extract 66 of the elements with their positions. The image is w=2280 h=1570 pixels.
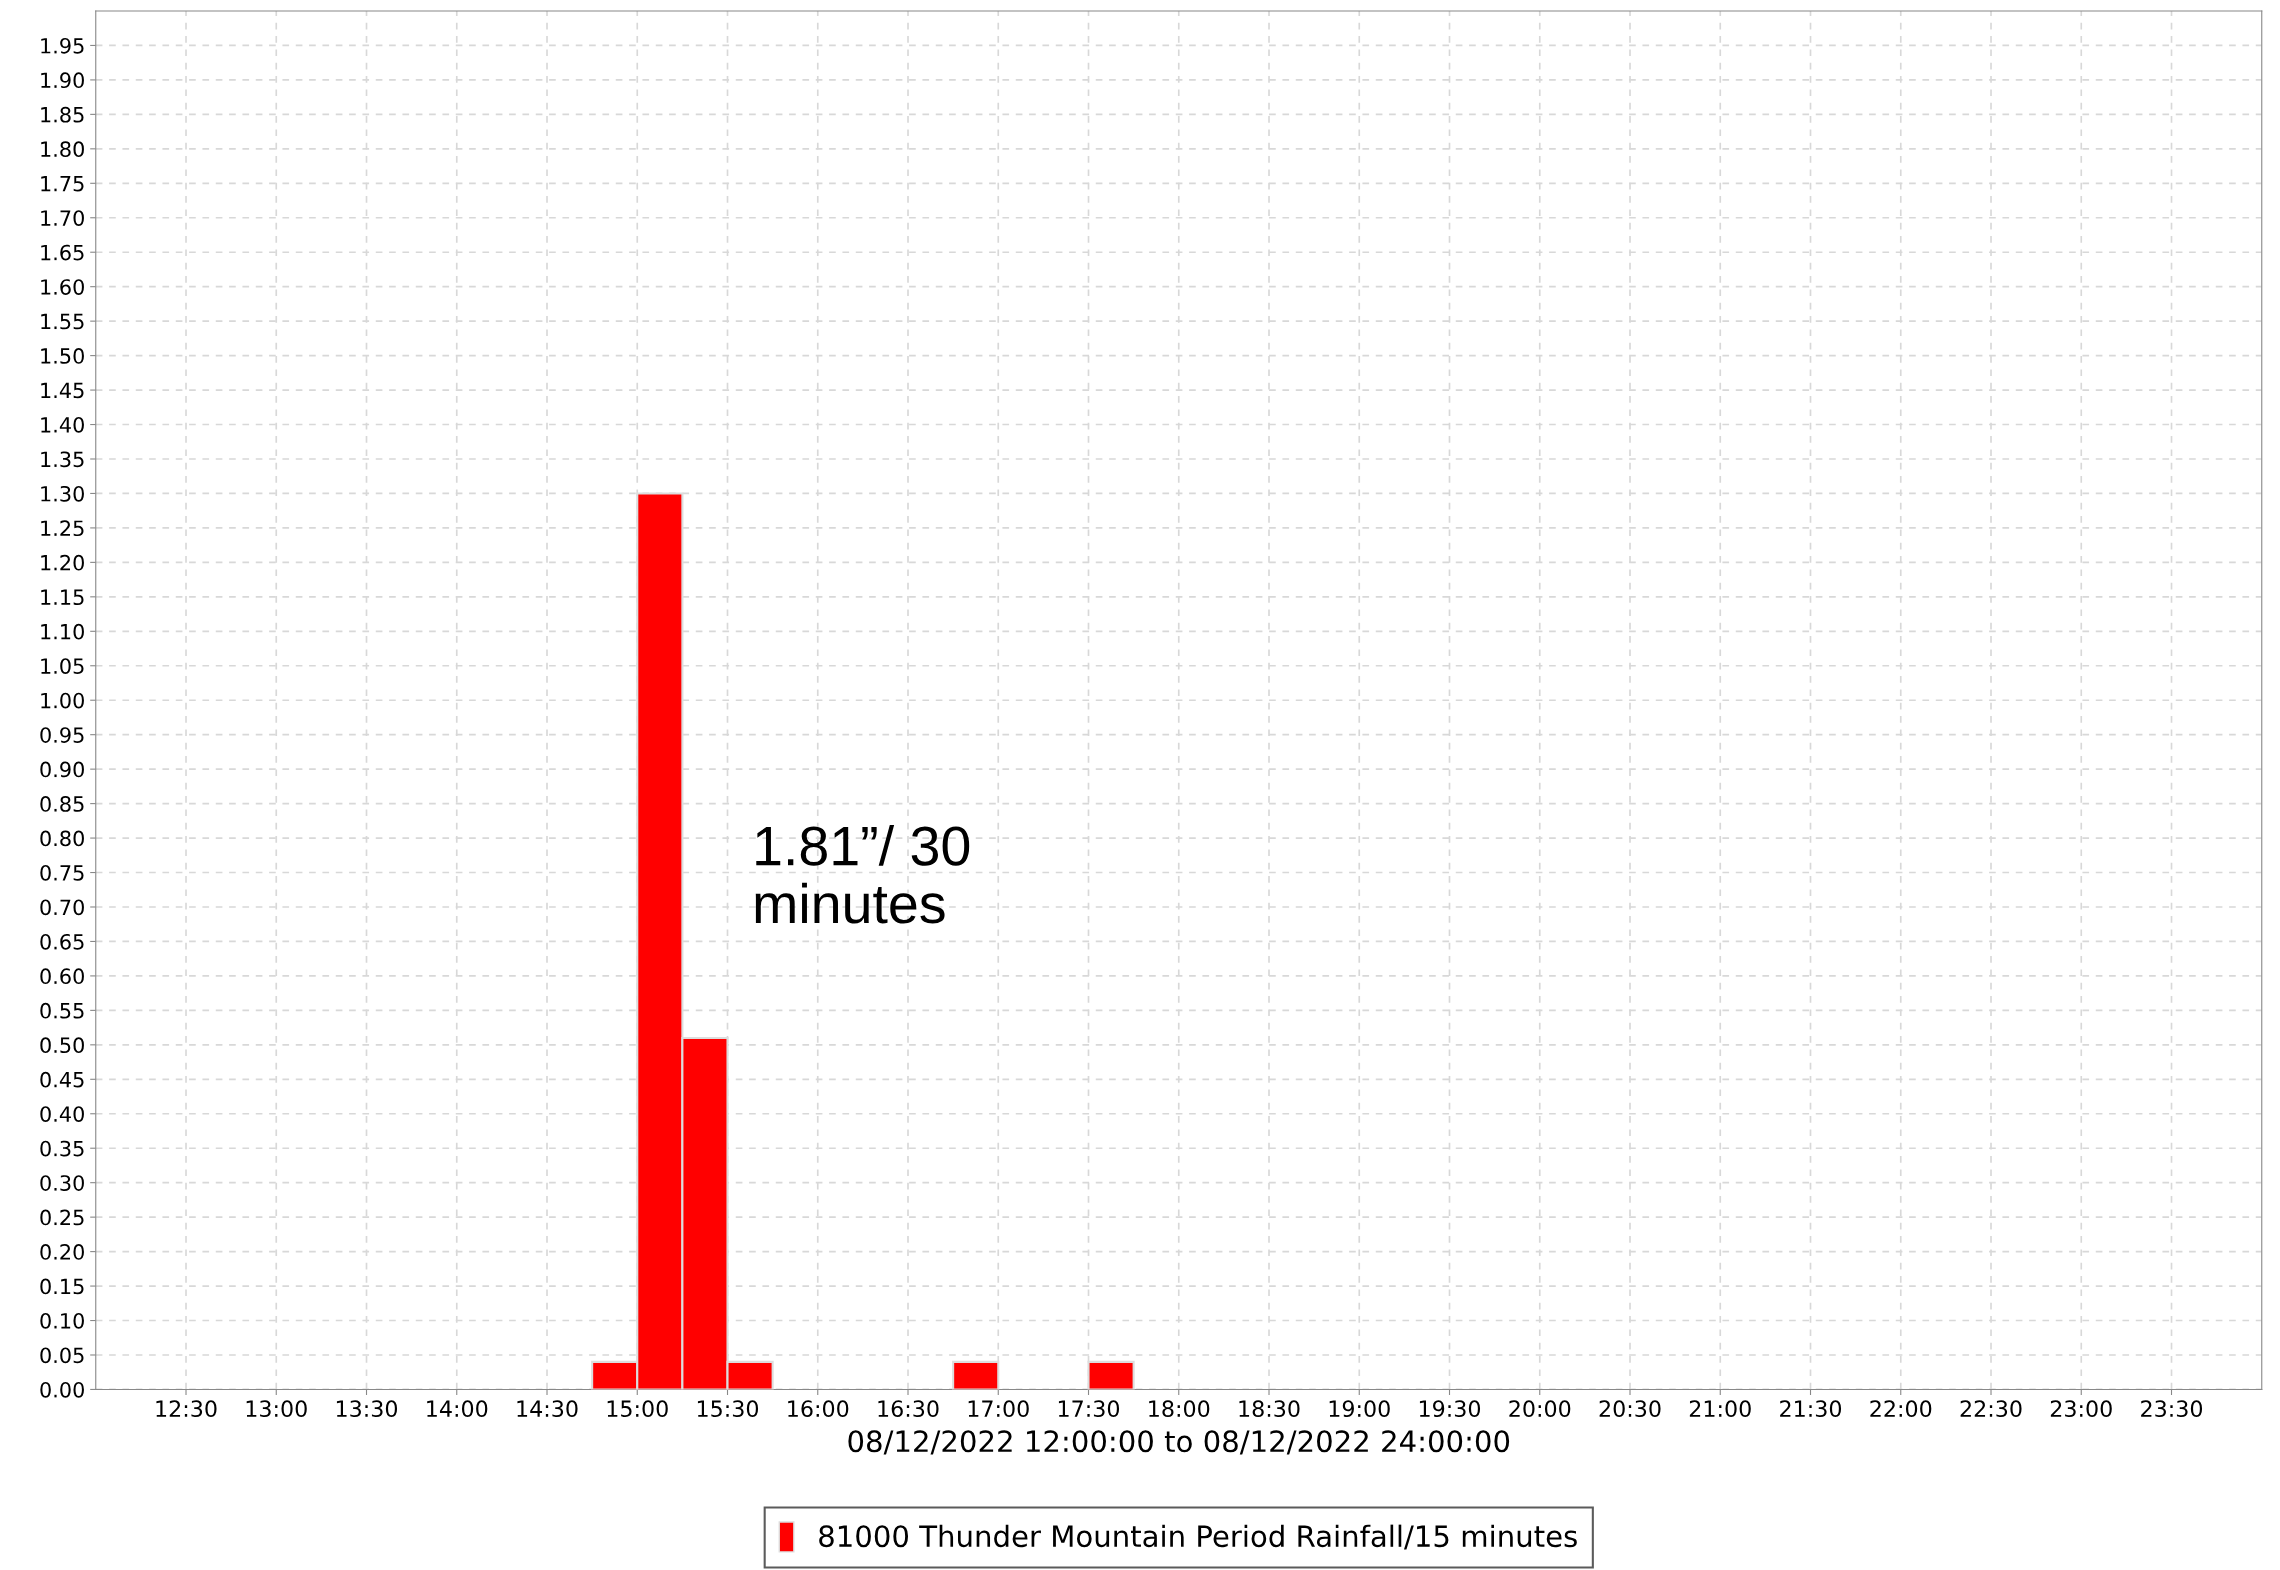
y-tick-label: 0.65 bbox=[40, 933, 84, 950]
x-tick-label: 20:30 bbox=[1599, 1400, 1661, 1418]
y-tick-label: 1.65 bbox=[41, 244, 84, 261]
y-tick-label: 0.10 bbox=[40, 1312, 84, 1329]
y-tick-label: 1.10 bbox=[41, 623, 84, 640]
y-tick-label: 0.20 bbox=[40, 1244, 84, 1260]
y-tick-label: 1.50 bbox=[41, 348, 84, 364]
y-tick-label: 1.75 bbox=[41, 176, 84, 192]
y-tick-label: 1.15 bbox=[41, 589, 84, 606]
y-tick-label: 0.50 bbox=[40, 1037, 84, 1054]
x-tick-label: 15:30 bbox=[697, 1400, 759, 1418]
y-tick-label: 0.70 bbox=[40, 899, 84, 916]
x-tick-label: 19:00 bbox=[1329, 1400, 1390, 1418]
y-tick-label: 0.95 bbox=[40, 727, 84, 743]
x-tick-label: 16:30 bbox=[878, 1400, 939, 1418]
x-tick-label: 23:00 bbox=[2050, 1400, 2112, 1418]
y-tick-label: 0.30 bbox=[40, 1175, 84, 1191]
y-tick-label: 0.75 bbox=[40, 864, 84, 881]
y-tick-label: 0.80 bbox=[40, 830, 84, 847]
y-tick-label: 1.30 bbox=[41, 485, 84, 502]
y-tick-label: 1.45 bbox=[41, 382, 84, 399]
annotation: 1.81”/ 30 minutes bbox=[755, 824, 970, 924]
y-tick-label: 1.60 bbox=[41, 279, 84, 295]
y-tick-label: 0.40 bbox=[40, 1106, 84, 1122]
y-tick-label: 0.25 bbox=[40, 1209, 84, 1226]
x-tick-label: 14:00 bbox=[427, 1400, 488, 1418]
y-tick-label: 0.55 bbox=[40, 1002, 84, 1019]
x-tick-label: 20:00 bbox=[1509, 1400, 1571, 1418]
y-tick-label: 1.85 bbox=[41, 106, 84, 123]
y-tick-label: 0.60 bbox=[40, 968, 84, 985]
y-tick-label: 0.85 bbox=[40, 796, 84, 812]
legend-label: 81000 Thunder Mountain Period Rainfall/15 minutes bbox=[819, 1524, 1577, 1550]
y-tick-label: 0.35 bbox=[40, 1140, 84, 1157]
x-tick-label: 17:30 bbox=[1058, 1400, 1120, 1418]
y-tick-label: 0.45 bbox=[40, 1071, 84, 1088]
x-tick-label: 13:30 bbox=[336, 1400, 398, 1418]
y-tick-label: 0.15 bbox=[40, 1278, 84, 1295]
x-tick-label: 17:00 bbox=[968, 1400, 1029, 1418]
y-tick-label: 1.20 bbox=[41, 554, 84, 571]
x-tick-label: 23:30 bbox=[2141, 1400, 2203, 1418]
x-tick-label: 13:00 bbox=[246, 1400, 307, 1418]
y-tick-label: 1.00 bbox=[41, 692, 84, 709]
y-tick-label: 1.35 bbox=[41, 451, 84, 468]
y-tick-label: 1.80 bbox=[41, 141, 84, 158]
x-tick-label: 15:00 bbox=[607, 1400, 668, 1418]
x-tick-label: 21:30 bbox=[1780, 1400, 1842, 1418]
x-tick-label: 16:00 bbox=[788, 1400, 849, 1418]
y-tick-label: 1.90 bbox=[41, 72, 84, 89]
x-tick-label: 14:30 bbox=[517, 1400, 578, 1418]
y-tick-label: 0.05 bbox=[40, 1347, 84, 1364]
y-tick-label: 1.40 bbox=[41, 416, 84, 433]
x-tick-label: 22:30 bbox=[1960, 1400, 2022, 1418]
x-axis-title: 08/12/2022 12:00:00 to 08/12/2022 24:00:00 bbox=[848, 1430, 1510, 1455]
x-tick-label: 12:30 bbox=[156, 1400, 217, 1418]
y-tick-label: 0.00 bbox=[40, 1381, 84, 1398]
y-tick-label: 1.70 bbox=[41, 210, 84, 226]
x-tick-label: 21:00 bbox=[1689, 1400, 1751, 1418]
y-tick-label: 1.95 bbox=[41, 37, 84, 54]
x-tick-label: 19:30 bbox=[1419, 1400, 1481, 1418]
y-tick-label: 1.25 bbox=[41, 520, 84, 537]
y-tick-label: 1.55 bbox=[41, 313, 84, 330]
x-tick-label: 18:00 bbox=[1149, 1400, 1210, 1418]
y-tick-label: 1.05 bbox=[41, 658, 84, 674]
y-tick-label: 0.90 bbox=[40, 761, 84, 778]
x-tick-label: 22:00 bbox=[1870, 1400, 1932, 1418]
x-tick-label: 18:30 bbox=[1239, 1400, 1300, 1418]
